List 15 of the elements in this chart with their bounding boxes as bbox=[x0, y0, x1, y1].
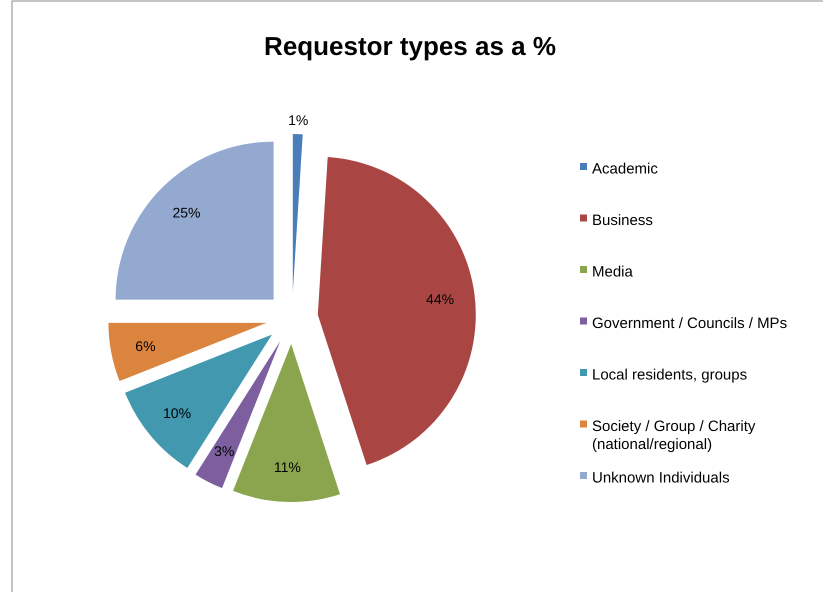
legend-label: Media bbox=[592, 263, 634, 280]
legend-label: Academic bbox=[592, 160, 658, 178]
data-label: 11% bbox=[274, 459, 301, 476]
data-label: 6% bbox=[135, 338, 156, 354]
data-label: 1% bbox=[288, 112, 308, 128]
legend-label: Local residents, groups bbox=[592, 366, 748, 384]
legend-label: Unknown Individuals bbox=[592, 469, 730, 486]
data-label: 10% bbox=[162, 405, 192, 422]
data-label: 44% bbox=[426, 291, 454, 308]
data-label: 25% bbox=[172, 204, 200, 220]
data-label: 3% bbox=[214, 442, 234, 459]
chart-title: Requestor types as a % bbox=[264, 31, 556, 62]
legend-label: Business bbox=[592, 212, 653, 229]
legend-label: Government / Councils / MPs bbox=[592, 314, 788, 332]
legend-label: Society / Group / Charity (national/regional) bbox=[592, 418, 756, 453]
